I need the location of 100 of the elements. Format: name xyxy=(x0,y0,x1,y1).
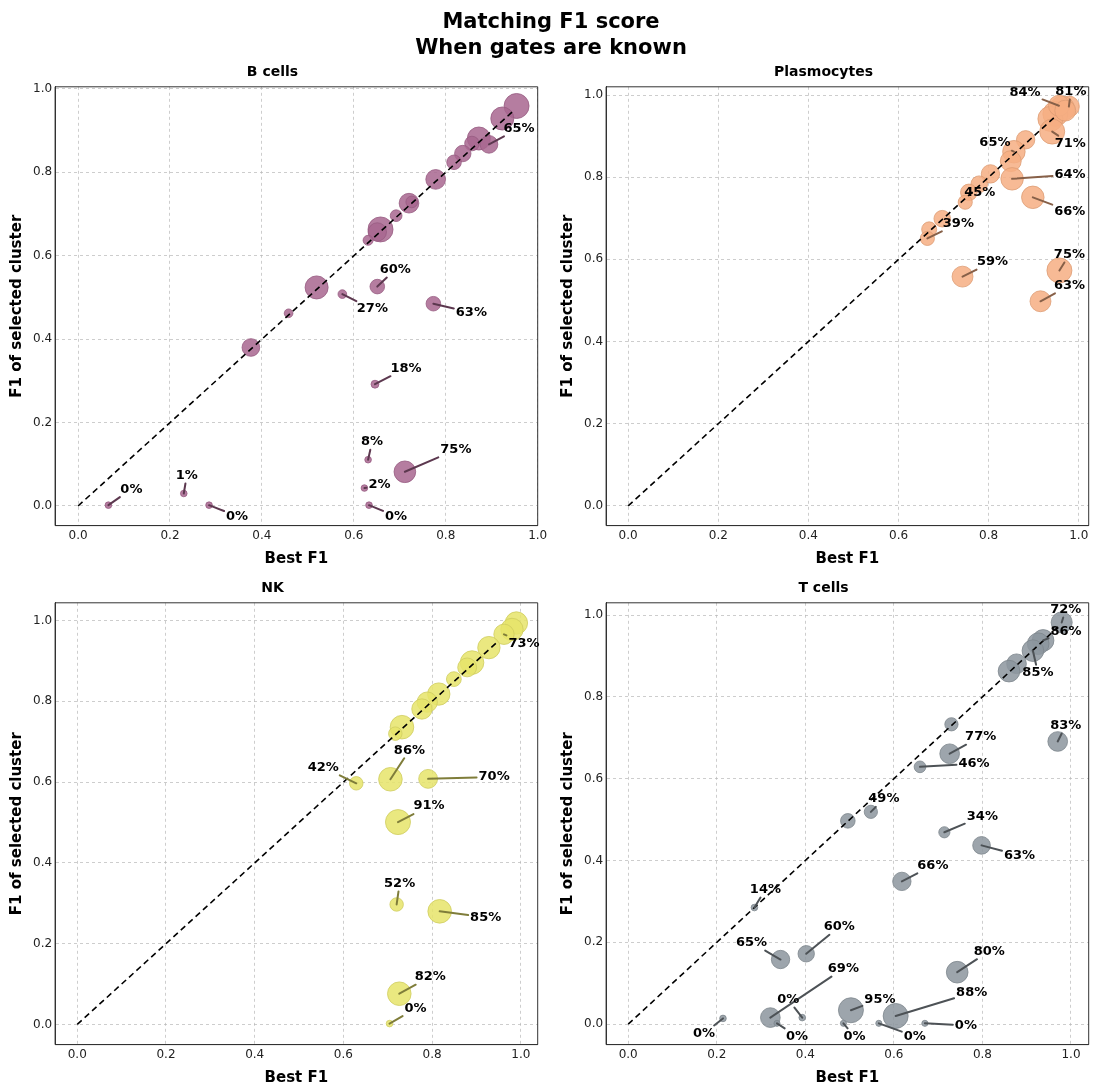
annotation: 1% xyxy=(175,466,198,482)
x-tick-label: 0.6 xyxy=(884,1046,904,1061)
annotation: 86% xyxy=(393,741,425,757)
y-tick-label: 1.0 xyxy=(583,607,604,622)
annotation: 60% xyxy=(379,260,411,276)
x-axis-title: Best F1 xyxy=(264,1067,329,1086)
annotation: 0% xyxy=(120,480,143,496)
annotation: 52% xyxy=(384,874,416,890)
y-tick-label: 1.0 xyxy=(32,612,53,627)
annotation: 63% xyxy=(1003,846,1036,862)
x-tick-label: 0.2 xyxy=(707,1046,727,1061)
annotation: 0% xyxy=(903,1027,926,1043)
x-tick-label: 0.8 xyxy=(979,527,999,542)
y-tick-label: 0.4 xyxy=(32,855,53,869)
y-tick-label: 0.8 xyxy=(32,164,53,179)
y-tick-label: 0.0 xyxy=(583,1016,604,1031)
annotation: 0% xyxy=(226,507,249,523)
annotation: 0% xyxy=(843,1027,866,1043)
x-tick-label: 0.4 xyxy=(795,1046,815,1061)
annotation: 63% xyxy=(1053,276,1086,292)
annotation: 42% xyxy=(307,758,339,774)
y-tick-label: 0.6 xyxy=(583,770,604,785)
annotation: 81% xyxy=(1055,82,1087,98)
annotation: 39% xyxy=(942,214,974,230)
y-tick-label: 0.8 xyxy=(583,169,604,184)
annotation: 8% xyxy=(361,433,384,449)
text: Matching F1 score xyxy=(441,8,661,34)
y-tick-label: 0.4 xyxy=(583,333,604,348)
annotation: 85% xyxy=(470,908,502,924)
y-tick-label: 0.0 xyxy=(32,498,53,513)
annotation: 0% xyxy=(777,990,800,1006)
annotation: 88% xyxy=(956,984,988,1000)
x-tick-label: 1.0 xyxy=(511,1046,531,1061)
x-tick-label: 0.8 xyxy=(972,1046,992,1061)
annotation: 91% xyxy=(413,797,445,813)
annotation: 66% xyxy=(917,856,949,872)
annotation: 65% xyxy=(979,134,1011,150)
y-tick-label: 1.0 xyxy=(583,87,604,102)
annotation: 27% xyxy=(356,300,388,316)
y-tick-label: 0.2 xyxy=(583,934,604,949)
y-tick-label: 0.0 xyxy=(583,498,604,512)
x-tick-label: 0.6 xyxy=(333,1046,353,1061)
annotation: 49% xyxy=(868,790,900,806)
chart-title: B cells xyxy=(246,63,299,80)
x-tick-label: 0.0 xyxy=(68,527,88,542)
y-tick-label: 0.6 xyxy=(32,247,53,262)
annotation: 75% xyxy=(440,441,472,457)
annotation: 46% xyxy=(958,755,990,771)
x-tick-label: 0.6 xyxy=(344,527,364,542)
y-tick-label: 1.0 xyxy=(32,81,53,96)
x-tick-label: 0.0 xyxy=(618,527,638,542)
annotation: 95% xyxy=(864,990,896,1006)
x-tick-label: 0.6 xyxy=(888,527,909,542)
x-tick-label: 0.4 xyxy=(798,527,818,542)
annotation: 82% xyxy=(414,968,446,984)
annotation: 83% xyxy=(1050,716,1082,732)
annotation: 80% xyxy=(973,942,1005,958)
y-tick-label: 0.2 xyxy=(32,414,53,429)
annotation: 69% xyxy=(827,959,859,975)
x-tick-label: 0.4 xyxy=(252,527,272,542)
x-tick-label: 1.0 xyxy=(1061,1046,1081,1061)
y-tick-label: 0.8 xyxy=(32,693,53,708)
x-axis-title: Best F1 xyxy=(815,548,880,567)
x-axis-title: Best F1 xyxy=(815,1067,880,1086)
annotation: 65% xyxy=(735,933,768,949)
annotation: 60% xyxy=(823,918,855,934)
x-tick-label: 0.0 xyxy=(618,1046,638,1061)
annotation: 65% xyxy=(503,119,535,135)
y-axis-title: F1 of selected cluster xyxy=(6,214,25,398)
x-tick-label: 0.4 xyxy=(245,1046,265,1061)
x-tick-label: 0.2 xyxy=(160,527,180,542)
annotation: 59% xyxy=(976,252,1009,268)
annotation: 45% xyxy=(964,183,996,199)
annotation: 64% xyxy=(1054,166,1086,182)
annotation: 85% xyxy=(1022,664,1054,680)
x-tick-label: 0.8 xyxy=(436,527,456,542)
chart-title: Plasmocytes xyxy=(774,63,873,80)
y-tick-label: 0.6 xyxy=(583,251,604,266)
annotation: 72% xyxy=(1050,600,1082,616)
annotation: 75% xyxy=(1053,245,1085,261)
annotation: 0% xyxy=(404,999,427,1015)
x-tick-label: 1.0 xyxy=(528,527,548,542)
text: When gates are known xyxy=(414,34,688,60)
y-tick-label: 0.2 xyxy=(32,935,53,950)
x-tick-label: 0.0 xyxy=(67,1046,87,1061)
x-tick-label: 1.0 xyxy=(1069,527,1089,542)
annotation: 70% xyxy=(478,768,510,784)
y-tick-label: 0.2 xyxy=(583,415,604,430)
x-tick-label: 0.2 xyxy=(156,1046,176,1061)
x-tick-label: 0.8 xyxy=(422,1046,442,1061)
y-axis-title: F1 of selected cluster xyxy=(557,731,576,916)
annotation: 2% xyxy=(368,476,391,492)
annotation: 0% xyxy=(785,1027,809,1043)
y-tick-label: 0.8 xyxy=(583,689,604,704)
annotation: 0% xyxy=(692,1024,716,1040)
chart-title: NK xyxy=(261,579,285,596)
annotation: 0% xyxy=(954,1016,977,1032)
annotation: 71% xyxy=(1054,134,1086,150)
annotation: 0% xyxy=(384,507,408,523)
annotation: 14% xyxy=(749,880,781,896)
